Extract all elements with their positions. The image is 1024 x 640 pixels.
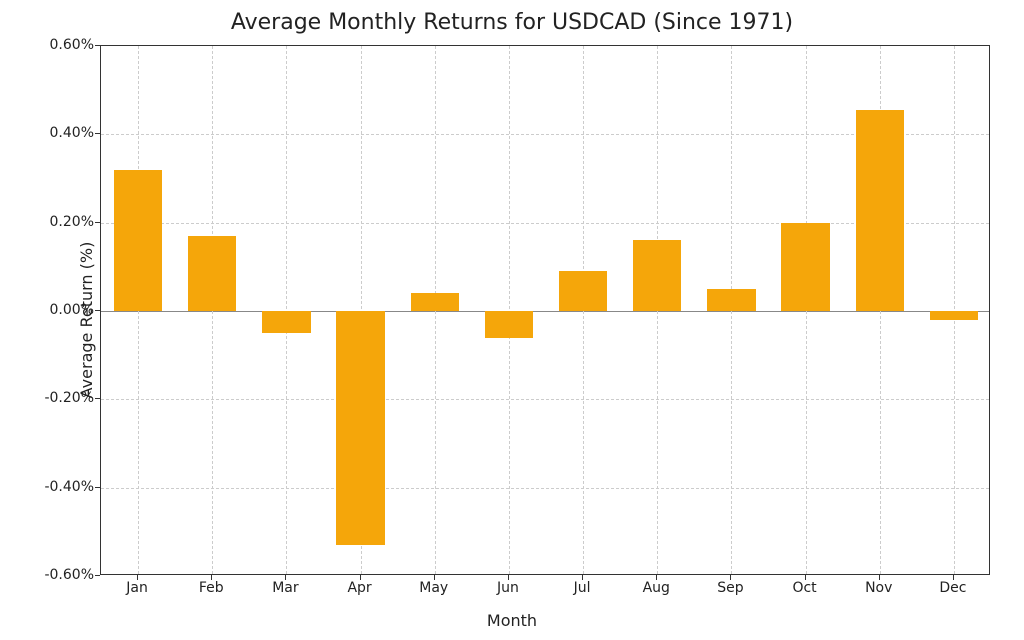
- bar-mar: [262, 311, 310, 333]
- xtick-label: Jun: [478, 580, 538, 596]
- ytick-label: -0.40%: [4, 479, 94, 495]
- bar-jul: [559, 271, 607, 311]
- zero-line: [101, 311, 989, 312]
- ytick-mark: [95, 575, 100, 576]
- xtick-label: May: [404, 580, 464, 596]
- ytick-mark: [95, 310, 100, 311]
- ytick-mark: [95, 133, 100, 134]
- x-axis-label: Month: [0, 611, 1024, 630]
- y-axis-label: Average Return (%): [77, 242, 96, 399]
- bar-apr: [336, 311, 384, 545]
- xtick-label: Jul: [552, 580, 612, 596]
- xtick-label: Oct: [775, 580, 835, 596]
- ytick-mark: [95, 487, 100, 488]
- bar-sep: [707, 289, 755, 311]
- chart-title: Average Monthly Returns for USDCAD (Sinc…: [0, 10, 1024, 35]
- xtick-label: Feb: [181, 580, 241, 596]
- ytick-label: 0.40%: [4, 125, 94, 141]
- ytick-label: 0.00%: [4, 302, 94, 318]
- bar-may: [411, 293, 459, 311]
- ytick-label: -0.20%: [4, 390, 94, 406]
- bar-jun: [485, 311, 533, 338]
- xtick-label: Jan: [107, 580, 167, 596]
- grid-h: [101, 488, 989, 489]
- xtick-label: Dec: [923, 580, 983, 596]
- ytick-mark: [95, 222, 100, 223]
- ytick-label: 0.60%: [4, 37, 94, 53]
- grid-v: [509, 46, 510, 574]
- ytick-label: 0.20%: [4, 214, 94, 230]
- xtick-label: Nov: [849, 580, 909, 596]
- grid-v: [954, 46, 955, 574]
- ytick-mark: [95, 398, 100, 399]
- plot-area: [100, 45, 990, 575]
- xtick-label: Apr: [330, 580, 390, 596]
- xtick-label: Mar: [255, 580, 315, 596]
- xtick-label: Sep: [700, 580, 760, 596]
- ytick-mark: [95, 45, 100, 46]
- grid-h: [101, 399, 989, 400]
- bar-aug: [633, 240, 681, 311]
- bar-dec: [930, 311, 978, 320]
- bar-feb: [188, 236, 236, 311]
- bar-jan: [114, 170, 162, 311]
- chart-container: Average Monthly Returns for USDCAD (Sinc…: [0, 0, 1024, 640]
- grid-v: [286, 46, 287, 574]
- bar-nov: [856, 110, 904, 311]
- bar-oct: [781, 223, 829, 311]
- xtick-label: Aug: [626, 580, 686, 596]
- ytick-label: -0.60%: [4, 567, 94, 583]
